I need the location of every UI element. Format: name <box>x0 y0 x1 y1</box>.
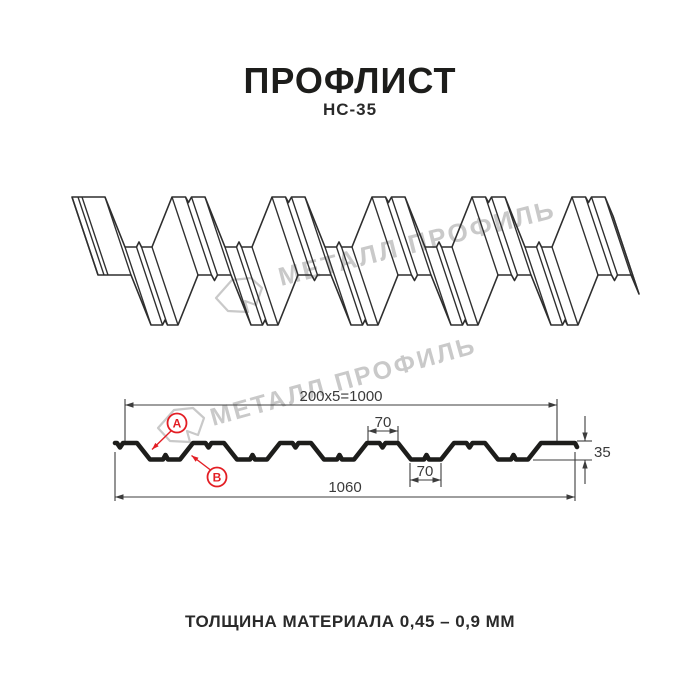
dimension-value: 70 <box>375 414 392 431</box>
callout-b-circle <box>206 466 228 488</box>
callout-a: A <box>151 412 188 451</box>
dimension-crest-width: 70 <box>367 414 399 441</box>
callout-b: B <box>191 454 228 488</box>
profile-3d-sheet-body <box>72 197 639 325</box>
dimension-profile-height: 35 <box>533 416 611 484</box>
profile-cross-section: 200x5=1000 70 70 35 1060 A B <box>112 388 611 501</box>
page-title: ПРОФЛИСТ <box>243 60 457 101</box>
callout-a-circle <box>166 412 188 434</box>
dimension-value: 70 <box>417 463 434 480</box>
dimension-coverage-width: 200x5=1000 <box>124 388 558 441</box>
metal-profil-logo-icon <box>156 406 206 444</box>
cross-section-profile-line <box>112 440 580 462</box>
watermark-text: МЕТАЛЛ ПРОФИЛЬ <box>207 331 480 432</box>
dimension-value: 1060 <box>328 479 361 496</box>
dimension-value: 200x5=1000 <box>300 388 383 405</box>
callout-a-letter: A <box>173 417 182 431</box>
dimension-overall-width: 1060 <box>114 452 576 501</box>
material-thickness-caption: ТОЛЩИНА МАТЕРИАЛА 0,45 – 0,9 ММ <box>185 612 515 631</box>
callout-b-letter: B <box>213 471 222 485</box>
dimension-value: 35 <box>594 444 611 461</box>
watermark-lower: МЕТАЛЛ ПРОФИЛЬ <box>156 331 480 444</box>
profile-3d-drawing <box>71 196 640 326</box>
profile-code: НС-35 <box>322 100 378 119</box>
dimension-valley-width: 70 <box>409 463 442 487</box>
